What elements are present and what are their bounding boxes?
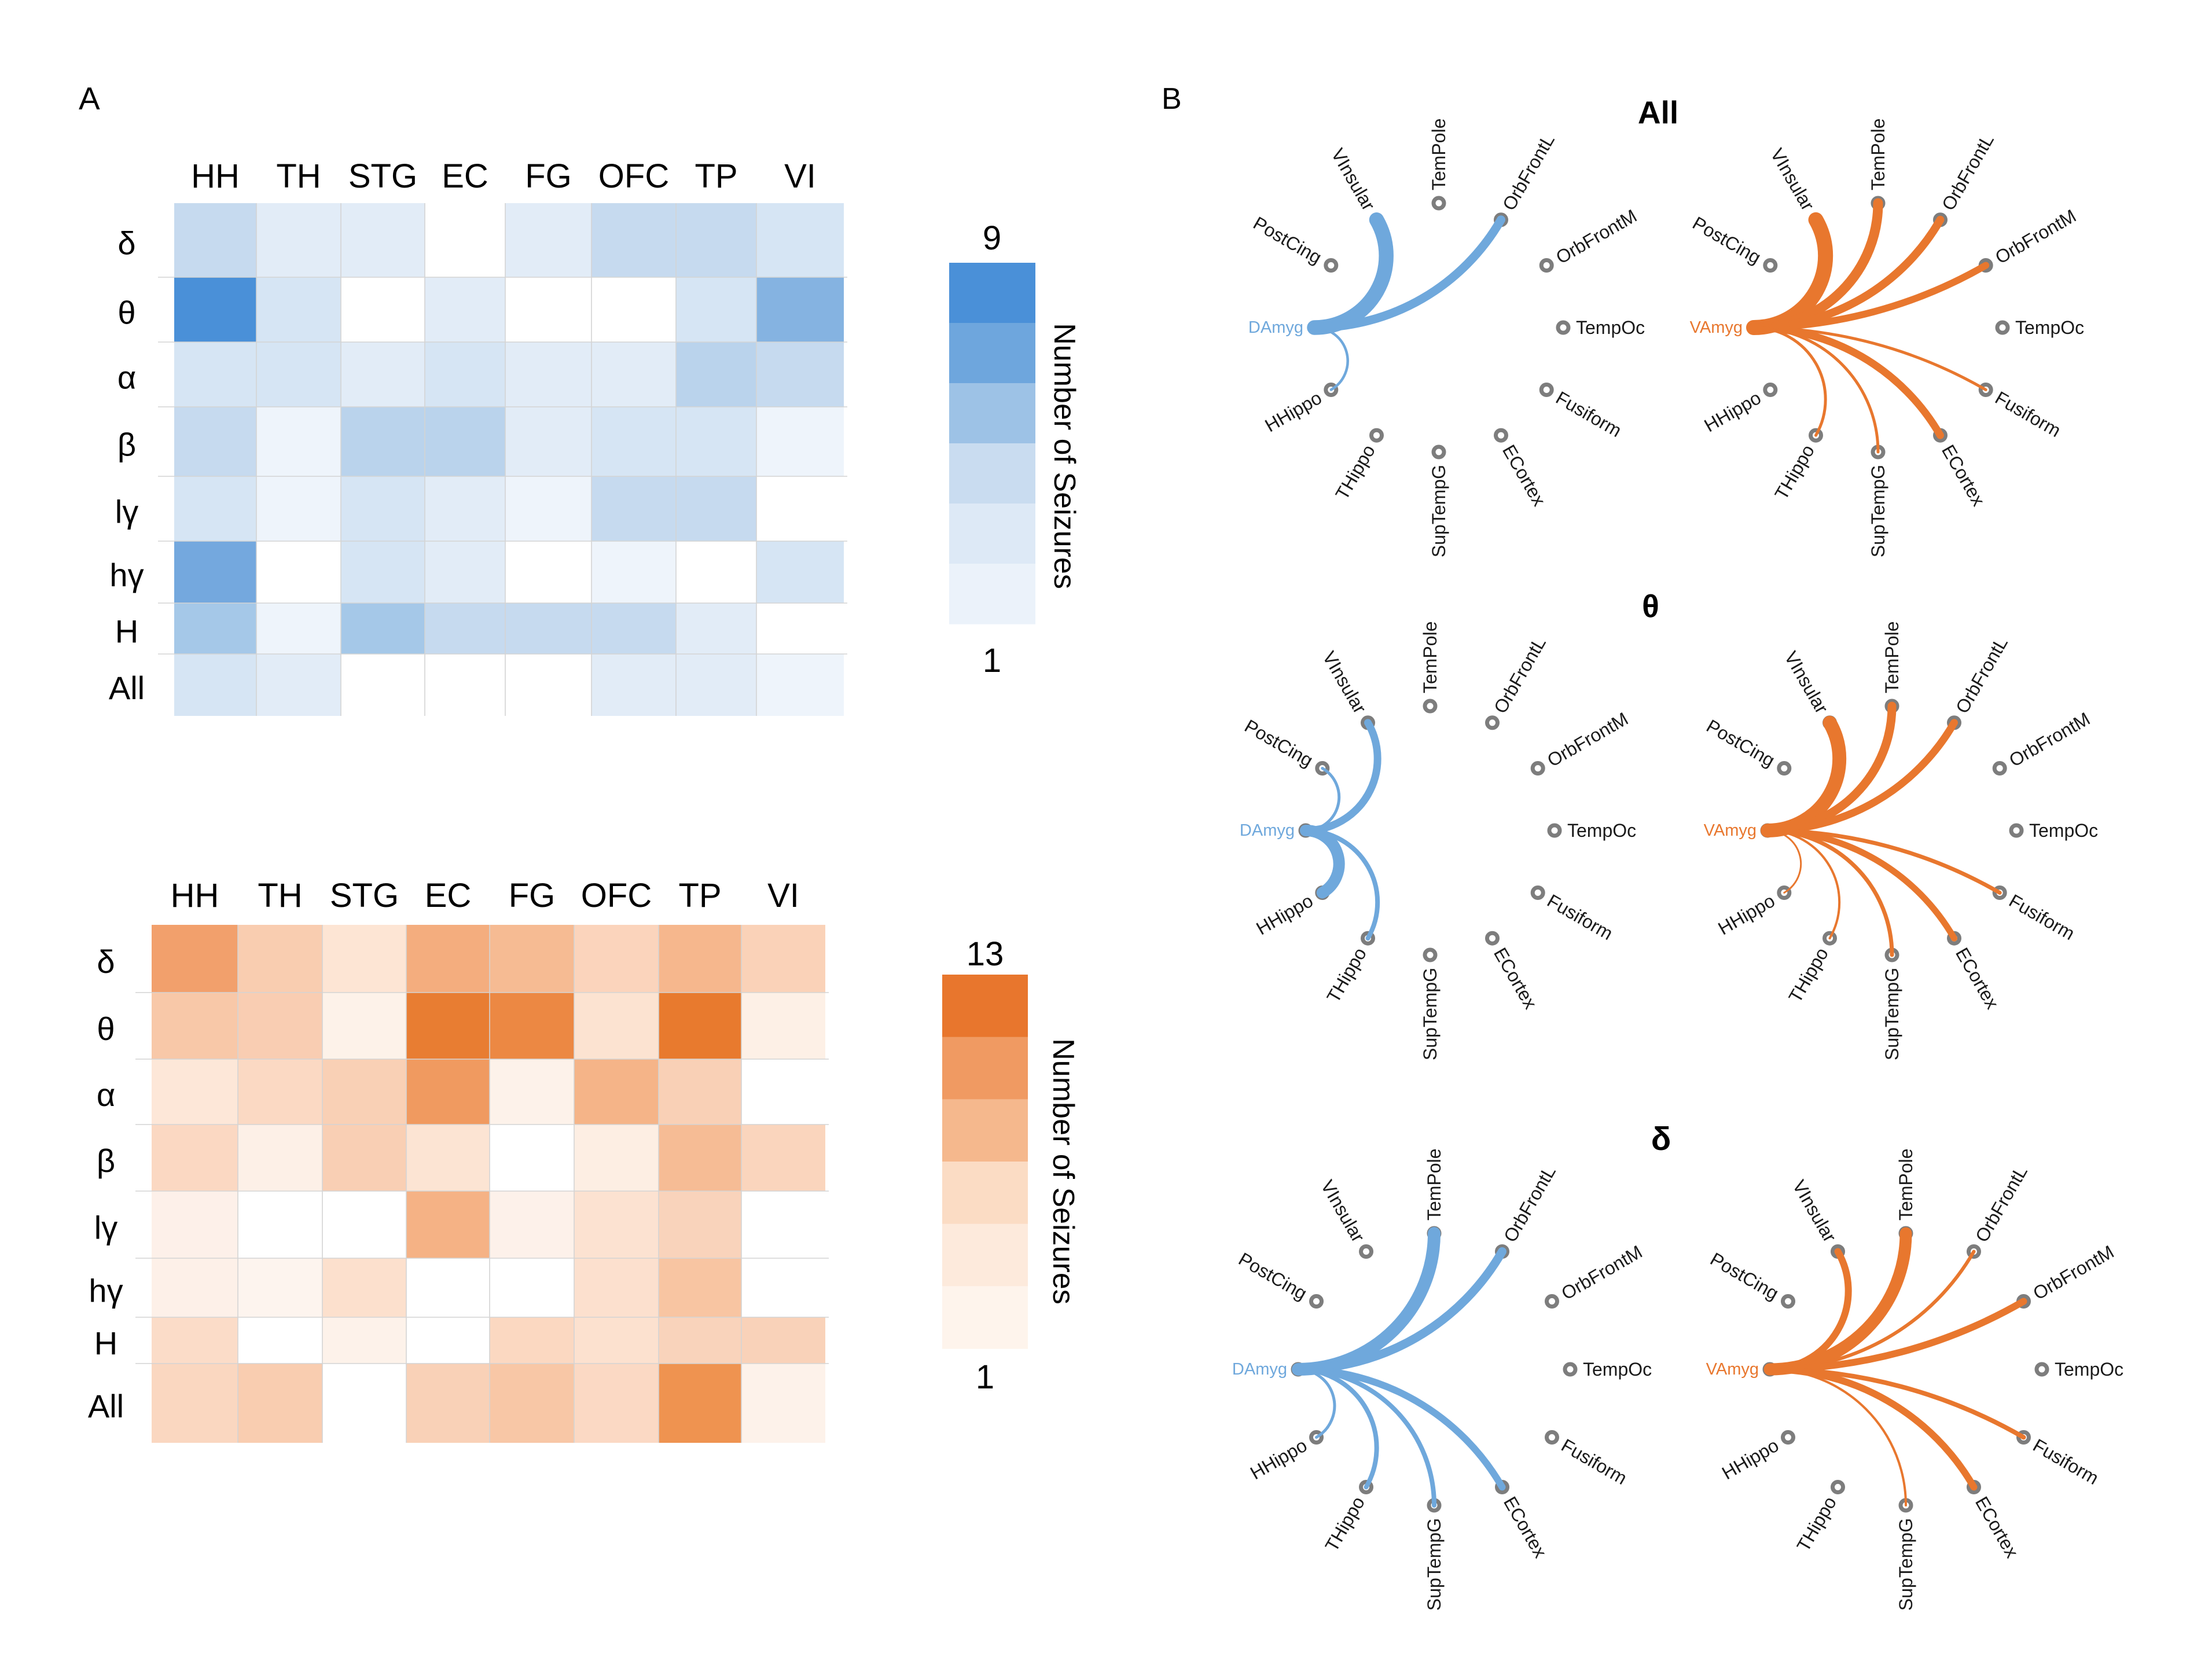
svg-text:lγ: lγ [115, 494, 138, 530]
svg-text:All: All [1638, 94, 1678, 130]
svg-text:α: α [117, 359, 136, 396]
svg-text:All: All [109, 670, 145, 706]
svg-text:SupTempG: SupTempG [1420, 968, 1441, 1060]
svg-text:VAmyg: VAmyg [1704, 821, 1757, 840]
svg-text:FG: FG [509, 877, 556, 914]
svg-text:TemPole: TemPole [1424, 1149, 1445, 1221]
svg-text:SupTempG: SupTempG [1428, 465, 1449, 557]
svg-text:hγ: hγ [109, 557, 144, 593]
svg-text:HH: HH [191, 157, 240, 195]
svg-text:SupTempG: SupTempG [1882, 968, 1902, 1060]
svg-text:β: β [117, 427, 136, 463]
svg-text:δ: δ [97, 943, 115, 980]
svg-text:TempOc: TempOc [1576, 317, 1645, 338]
svg-text:TempOc: TempOc [2055, 1359, 2123, 1380]
svg-text:VAmyg: VAmyg [1690, 318, 1743, 337]
svg-text:FG: FG [525, 157, 572, 195]
svg-text:H: H [115, 613, 138, 650]
svg-text:α: α [97, 1076, 115, 1113]
svg-text:EC: EC [425, 877, 472, 914]
svg-text:TempOc: TempOc [1583, 1359, 1652, 1380]
svg-text:All: All [88, 1388, 124, 1424]
svg-text:TemPole: TemPole [1420, 622, 1441, 694]
svg-text:TP: TP [695, 157, 737, 195]
svg-text:EC: EC [442, 157, 488, 195]
svg-text:δ: δ [1651, 1120, 1671, 1157]
svg-text:TempOc: TempOc [1567, 820, 1636, 841]
svg-text:SupTempG: SupTempG [1895, 1518, 1916, 1611]
svg-text:TemPole: TemPole [1882, 622, 1902, 694]
svg-text:STG: STG [348, 157, 417, 195]
svg-text:TemPole: TemPole [1868, 119, 1888, 191]
svg-text:Number of Seizures: Number of Seizures [1046, 1038, 1080, 1304]
svg-text:TP: TP [678, 877, 721, 914]
svg-text:TH: TH [276, 157, 321, 195]
svg-text:SupTempG: SupTempG [1424, 1518, 1445, 1611]
svg-text:SupTempG: SupTempG [1868, 465, 1888, 557]
svg-text:TH: TH [258, 877, 302, 914]
svg-text:DAmyg: DAmyg [1240, 821, 1295, 840]
svg-text:TempOc: TempOc [2015, 317, 2084, 338]
svg-text:HH: HH [171, 877, 219, 914]
svg-text:hγ: hγ [89, 1273, 123, 1309]
svg-text:OFC: OFC [598, 157, 669, 195]
svg-text:DAmyg: DAmyg [1248, 318, 1303, 337]
svg-text:1: 1 [983, 642, 1001, 679]
svg-text:δ: δ [117, 225, 135, 262]
svg-text:θ: θ [97, 1010, 115, 1047]
svg-text:lγ: lγ [94, 1210, 117, 1246]
svg-text:VAmyg: VAmyg [1706, 1360, 1759, 1379]
svg-text:1: 1 [976, 1358, 994, 1396]
svg-text:Number of Seizures: Number of Seizures [1048, 323, 1081, 589]
svg-text:13: 13 [967, 935, 1004, 973]
svg-text:VI: VI [767, 877, 799, 914]
svg-text:TempOc: TempOc [2029, 820, 2098, 841]
svg-text:H: H [94, 1325, 117, 1362]
svg-text:9: 9 [983, 219, 1001, 257]
svg-text:OFC: OFC [581, 877, 652, 914]
svg-text:VI: VI [784, 157, 816, 195]
svg-text:STG: STG [330, 877, 399, 914]
svg-text:TemPole: TemPole [1895, 1149, 1916, 1221]
svg-text:B: B [1162, 82, 1182, 116]
svg-text:A: A [79, 80, 100, 116]
svg-text:θ: θ [117, 295, 135, 331]
svg-text:θ: θ [1642, 588, 1659, 624]
svg-text:β: β [97, 1142, 115, 1179]
svg-text:TemPole: TemPole [1428, 119, 1449, 191]
svg-text:DAmyg: DAmyg [1232, 1360, 1287, 1379]
